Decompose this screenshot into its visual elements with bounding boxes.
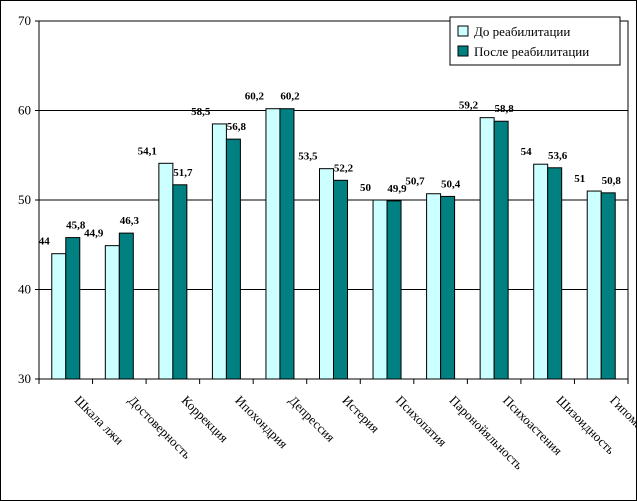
category-label: Психопатия	[393, 393, 450, 450]
y-tick-label: 40	[18, 282, 31, 297]
bar-after	[118, 232, 134, 380]
bar-before	[319, 168, 334, 380]
category-label: Ипохондрия	[232, 393, 291, 452]
bar-before	[533, 163, 549, 380]
data-label-after: 58,8	[495, 103, 515, 115]
data-label-before: 53,5	[298, 151, 318, 163]
data-label-before: 50,7	[405, 176, 425, 188]
bar-after	[386, 200, 402, 380]
y-tick-label: 30	[18, 371, 31, 386]
bar-after	[333, 179, 348, 380]
data-label-after: 53,6	[548, 150, 568, 162]
bar-before	[51, 253, 67, 380]
bar-before	[372, 199, 388, 380]
data-label-before: 44	[39, 236, 51, 248]
bar-before	[104, 245, 120, 380]
category-label: Шкала лжи	[72, 393, 127, 448]
bar-before	[158, 162, 174, 380]
bar-before	[426, 193, 442, 380]
legend-label-before: До реабилитации	[474, 24, 570, 39]
data-label-after: 49,9	[387, 183, 407, 195]
data-label-after: 46,3	[120, 215, 140, 227]
data-label-before: 54,1	[138, 145, 157, 157]
category-label: Коррекция	[179, 393, 232, 446]
data-label-before: 50	[360, 182, 372, 194]
data-label-after: 52,2	[334, 162, 354, 174]
y-tick-label: 60	[18, 103, 31, 118]
data-label-before: 44,9	[84, 228, 104, 240]
y-tick-label: 50	[18, 192, 31, 207]
data-label-after: 50,8	[602, 175, 622, 187]
data-label-before: 51	[574, 173, 585, 185]
data-label-after: 56,8	[227, 121, 247, 133]
category-label: Депрессия	[286, 393, 338, 445]
bar-after	[547, 167, 563, 380]
legend-swatch-after	[457, 45, 469, 57]
category-label: Истерия	[339, 393, 382, 436]
bar-after	[172, 184, 188, 380]
category-label: Гипомания	[607, 393, 636, 447]
y-tick-label: 70	[18, 13, 31, 28]
bar-after	[65, 237, 81, 380]
bar-before	[265, 108, 281, 380]
data-label-before: 54	[521, 146, 533, 158]
legend-label-after: После реабилитации	[474, 44, 589, 59]
bar-after	[493, 120, 509, 380]
bar-after	[225, 138, 241, 380]
data-label-before: 59,2	[459, 100, 479, 112]
bar-before	[211, 123, 227, 380]
bar-before	[586, 190, 602, 380]
bar-before	[479, 117, 495, 380]
data-label-after: 51,7	[173, 167, 193, 179]
data-label-after: 50,4	[441, 178, 461, 190]
data-label-before: 60,2	[245, 91, 265, 103]
legend-swatch-before	[457, 25, 469, 37]
data-label-before: 58,5	[191, 106, 211, 118]
data-label-after: 45,8	[66, 220, 86, 232]
legend	[449, 16, 621, 66]
bar-after	[279, 108, 295, 380]
bar-after	[600, 192, 616, 380]
data-label-after: 60,2	[280, 91, 300, 103]
bar-after	[440, 195, 456, 380]
